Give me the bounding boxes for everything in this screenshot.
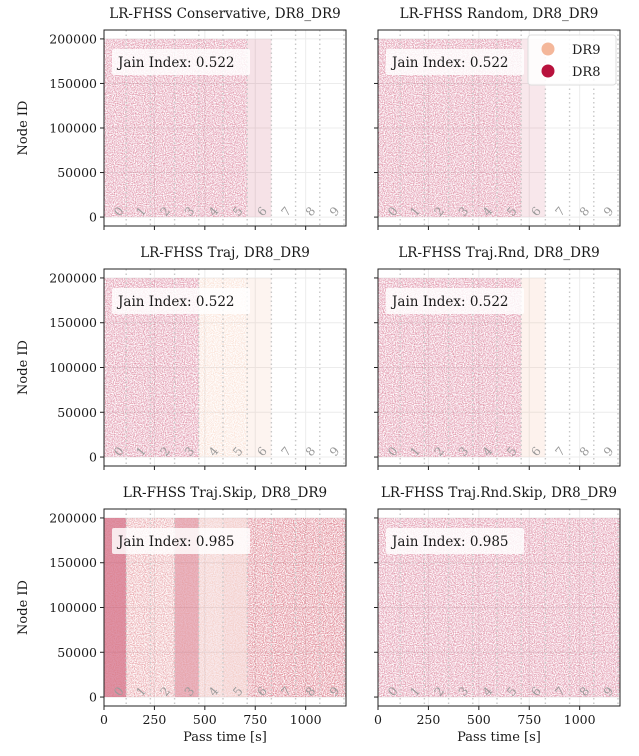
y-tick-label: 150000: [49, 76, 97, 91]
x-axis-label: Pass time [s]: [457, 730, 541, 745]
y-tick-label: 200000: [49, 270, 97, 285]
x-tick-label: 250: [142, 712, 166, 727]
y-tick-label: 50000: [57, 645, 97, 660]
y-axis-label: Node ID: [16, 101, 31, 156]
panel-title: LR-FHSS Traj, DR8_DR9: [140, 245, 310, 261]
y-tick-label: 100000: [49, 121, 97, 136]
data-band-dr8-1-7: [271, 517, 296, 698]
y-tick-label: 200000: [49, 510, 97, 525]
jain-index-box: [112, 49, 250, 75]
subplot-4: 0 1 2 3 4 5 6 7 8 9LR-FHSS Traj.Rnd, DR8_DR9Jain …: [374, 245, 621, 470]
jain-index-box: [112, 528, 250, 554]
subplot-1: 0 1 2 3 4 5 6 7 8 9050000100000150000200000LR-FHS…: [16, 6, 347, 230]
jain-index-box: [386, 528, 524, 554]
x-tick-label: 0: [374, 712, 382, 727]
data-band-dr9-1-0: [521, 277, 546, 458]
panel-title: LR-FHSS Traj.Rnd.Skip, DR8_DR9: [381, 485, 617, 501]
panel-title: LR-FHSS Traj.Skip, DR8_DR9: [123, 485, 327, 501]
x-tick-label: 0: [100, 712, 108, 727]
data-band-dr8-1-0: [247, 38, 272, 218]
legend-marker-dr9: [541, 42, 555, 56]
y-tick-label: 100000: [49, 360, 97, 375]
data-band-dr9-2-0: [247, 277, 272, 458]
x-tick-label: 1000: [290, 712, 322, 727]
legend-label: DR9: [572, 43, 600, 58]
jain-index-box: [386, 288, 524, 314]
x-tick-label: 750: [517, 712, 541, 727]
subplot-3: 0 1 2 3 4 5 6 7 8 9050000100000150000200000LR-FHS…: [16, 245, 347, 470]
y-tick-label: 0: [89, 690, 97, 705]
x-tick-label: 500: [467, 712, 491, 727]
jain-index-label: Jain Index: 0.522: [390, 55, 509, 71]
y-axis-label: Node ID: [16, 580, 31, 635]
legend-marker-dr8: [541, 64, 555, 78]
legend-label: DR8: [572, 65, 600, 80]
jain-index-label: Jain Index: 0.522: [116, 55, 235, 71]
y-axis-label: Node ID: [16, 340, 31, 395]
data-band-dr8-1-6: [247, 517, 272, 698]
x-axis-label: Pass time [s]: [183, 730, 267, 745]
y-tick-label: 150000: [49, 555, 97, 570]
y-tick-label: 0: [89, 450, 97, 465]
y-tick-label: 50000: [57, 165, 97, 180]
data-band-dr8-1-8: [295, 517, 320, 698]
panel-title: LR-FHSS Random, DR8_DR9: [400, 6, 599, 22]
y-tick-label: 0: [89, 210, 97, 225]
y-tick-label: 100000: [49, 600, 97, 615]
jain-index-box: [386, 49, 524, 75]
jain-index-box: [112, 288, 250, 314]
panel-title: LR-FHSS Traj.Rnd, DR8_DR9: [398, 245, 599, 261]
y-tick-label: 50000: [57, 405, 97, 420]
x-tick-label: 1000: [564, 712, 596, 727]
subplot-5: 0 1 2 3 4 5 6 7 8 90 250 500 750 10000500001000001500…: [16, 485, 347, 745]
x-tick-label: 750: [243, 712, 267, 727]
x-tick-label: 250: [416, 712, 440, 727]
jain-index-label: Jain Index: 0.522: [116, 294, 235, 310]
jain-index-label: Jain Index: 0.522: [390, 294, 509, 310]
jain-index-label: Jain Index: 0.985: [116, 534, 235, 550]
jain-index-label: Jain Index: 0.985: [390, 534, 509, 550]
y-tick-label: 150000: [49, 315, 97, 330]
data-band-dr8-1-9: [319, 517, 346, 698]
panel-title: LR-FHSS Conservative, DR8_DR9: [109, 6, 340, 22]
data-band-dr8-1-0: [104, 517, 127, 698]
x-tick-label: 500: [193, 712, 217, 727]
y-tick-label: 200000: [49, 31, 97, 46]
